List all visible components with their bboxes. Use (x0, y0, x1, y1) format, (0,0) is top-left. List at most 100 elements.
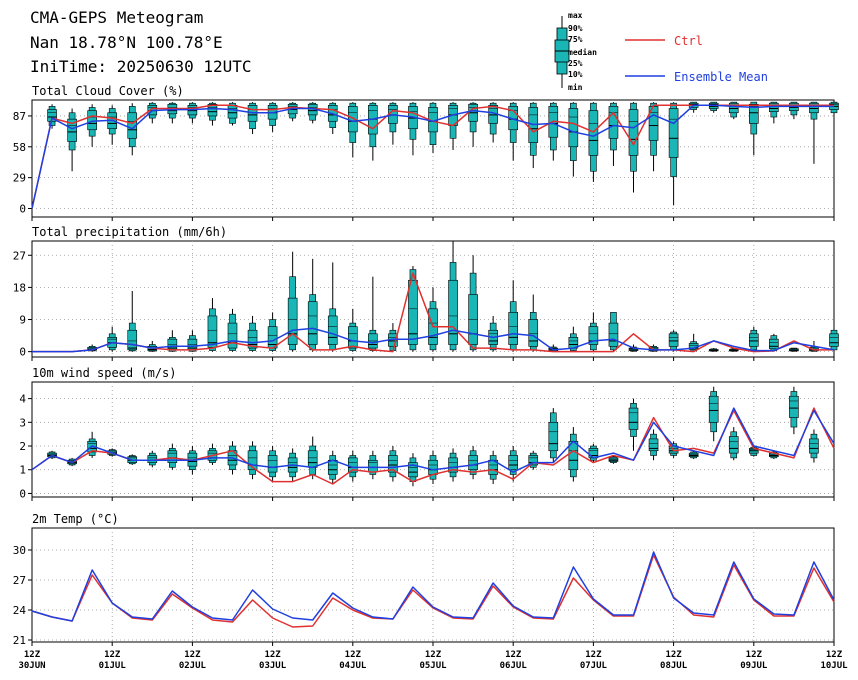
legend-key-label: max (568, 11, 583, 20)
x-tick-label-time: 12Z (746, 650, 763, 660)
x-tick-label-time: 12Z (425, 650, 442, 660)
box-25-75 (829, 333, 839, 347)
x-tick-label-time: 12Z (585, 650, 602, 660)
panel-4: 2m Temp (°C) 21 24 27 30 (13, 512, 835, 647)
y-tick-label: 18 (13, 281, 26, 294)
box-25-75 (688, 452, 699, 457)
y-tick-label: 0 (19, 346, 26, 359)
panel-title: 10m wind speed (m/s) (32, 366, 177, 380)
x-tick-label-time: 12Z (345, 650, 362, 660)
ensemble-mean-line (32, 327, 835, 353)
panel-title: 2m Temp (°C) (32, 512, 119, 526)
x-tick-label-date: 05JUL (419, 661, 447, 671)
panel-1: Total Cloud Cover (%) 0 29 58 87 (13, 84, 839, 221)
box-25-75 (267, 455, 278, 473)
x-tick-label-time: 12Z (264, 650, 281, 660)
box-25-75 (528, 319, 539, 347)
box-25-75 (748, 333, 759, 347)
x-tick-label-date: 09JUL (740, 661, 768, 671)
legend-key-label: 10% (568, 70, 583, 79)
box-25-75 (628, 109, 639, 156)
panel-2: Total precipitation (mm/6h) 0 9 18 27 (13, 225, 839, 361)
box-25-75 (127, 329, 138, 351)
box-25-75 (368, 459, 378, 473)
box-25-75 (227, 322, 238, 349)
box-25-75 (769, 102, 779, 113)
box-25-75 (648, 438, 659, 452)
box-25-75 (307, 450, 318, 468)
box-25-75 (548, 422, 559, 452)
y-tick-label: 9 (19, 314, 26, 327)
x-tick-label-date: 07JUL (580, 661, 608, 671)
box-25-75 (508, 312, 519, 345)
legend-key-label: min (568, 82, 583, 92)
y-tick-label: 24 (13, 604, 27, 617)
y-tick-label: 1 (19, 464, 26, 477)
x-tick-label-time: 12Z (104, 650, 121, 660)
box-25-75 (608, 322, 619, 347)
y-tick-label: 87 (13, 110, 26, 123)
y-tick-label: 3 (19, 416, 26, 429)
x-tick-label-date: 04JUL (339, 661, 367, 671)
y-tick-label: 0 (19, 202, 26, 215)
box-25-75 (508, 455, 519, 471)
box-25-75 (769, 338, 779, 350)
y-tick-label: 29 (13, 172, 26, 185)
box-25-75 (588, 326, 599, 345)
ctrl-line (31, 407, 835, 485)
x-tick-label-time: 12Z (184, 650, 201, 660)
box-25-75 (67, 118, 77, 142)
box-25-75 (628, 407, 639, 430)
legend: max 90% 75% median 25% 10% min Ctrl Ensemble M… (554, 11, 768, 92)
panel-3: 10m wind speed (m/s) 0 1 2 3 4 (19, 366, 835, 501)
x-tick-label-date: 08JUL (660, 661, 688, 671)
box-25-75 (428, 459, 438, 475)
y-tick-label: 2 (19, 440, 26, 453)
panel-title: Total precipitation (mm/6h) (32, 225, 227, 239)
box-25-75 (147, 455, 158, 463)
init-time-label: IniTime: 20250630 12UTC (30, 57, 252, 76)
legend-key-label: 90% (568, 24, 583, 33)
box-25-75 (247, 450, 258, 471)
box-25-75 (247, 329, 258, 349)
box-25-75 (327, 459, 338, 475)
box-25-75 (307, 301, 318, 345)
box-25-75 (87, 110, 97, 131)
legend-boxplot-key: max 90% 75% median 25% 10% min (554, 11, 597, 92)
y-tick-label: 27 (13, 574, 26, 587)
box-25-75 (588, 110, 599, 156)
box-25-75 (347, 326, 358, 349)
legend-key-label: median (568, 47, 597, 57)
x-tick-label-time: 12Z (826, 650, 843, 660)
box-25-75 (448, 457, 458, 473)
ensemble-mean-line (31, 407, 835, 473)
x-tick-label-date: 30JUN (18, 661, 45, 671)
location-label: Nan 18.78°N 100.78°E (30, 33, 223, 52)
legend-ctrl-label: Ctrl (674, 34, 703, 48)
y-tick-label: 0 (19, 487, 26, 500)
legend-mean-label: Ensemble Mean (674, 70, 768, 84)
legend-key-label: 75% (568, 35, 583, 44)
ctrl-line (32, 272, 834, 353)
box-25-75 (448, 279, 458, 345)
x-tick-label-date: 03JUL (259, 661, 287, 671)
box-25-75 (608, 457, 619, 462)
box-25-75 (207, 103, 218, 117)
box-25-75 (528, 455, 539, 466)
box-25-75 (327, 315, 338, 345)
ensemble-mean-line (31, 104, 834, 209)
box-25-75 (728, 102, 739, 114)
box-25-75 (608, 106, 619, 139)
meteogram-title: CMA-GEPS Meteogram (30, 8, 204, 27)
x-tick-label-time: 12Z (24, 650, 41, 660)
box-25-75 (568, 108, 579, 148)
box-25-75 (388, 455, 398, 473)
box-25-75 (227, 105, 238, 119)
box-25-75 (809, 102, 819, 114)
x-tick-label-date: 02JUL (179, 661, 207, 671)
box-25-75 (408, 279, 418, 345)
box-25-75 (809, 438, 819, 454)
x-tick-label-date: 06JUL (500, 661, 528, 671)
ensemble-mean-line (31, 551, 835, 622)
